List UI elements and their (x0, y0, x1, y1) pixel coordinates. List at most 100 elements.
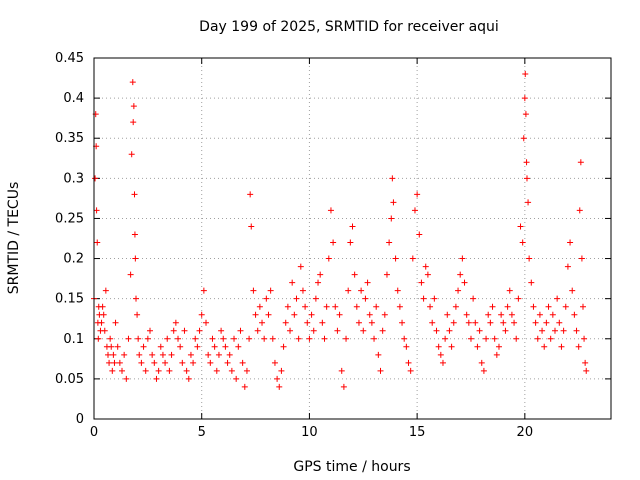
data-point (312, 295, 319, 302)
data-point (581, 335, 588, 342)
data-point (485, 311, 492, 318)
data-point (321, 335, 328, 342)
y-tick-label: 0.15 (55, 292, 84, 307)
data-point (564, 263, 571, 270)
data-point (138, 359, 145, 366)
data-point (500, 319, 507, 326)
data-points (91, 71, 590, 390)
data-point (133, 295, 140, 302)
data-point (116, 359, 123, 366)
data-point (549, 311, 556, 318)
data-point (579, 303, 586, 310)
data-point (205, 351, 212, 358)
data-point (390, 199, 397, 206)
data-point (439, 359, 446, 366)
data-point (246, 335, 253, 342)
y-tick-label: 0.2 (63, 252, 84, 267)
data-point (220, 335, 227, 342)
data-point (100, 311, 107, 318)
data-point (142, 367, 149, 374)
x-tick-label: 20 (517, 425, 534, 440)
data-point (556, 319, 563, 326)
data-point (289, 279, 296, 286)
data-point (508, 311, 515, 318)
data-point (583, 367, 590, 374)
data-point (177, 343, 184, 350)
data-point (358, 287, 365, 294)
data-point (226, 351, 233, 358)
data-point (409, 255, 416, 262)
data-point (207, 359, 214, 366)
data-point (235, 343, 242, 350)
data-point (125, 335, 132, 342)
data-point (427, 303, 434, 310)
data-point (353, 303, 360, 310)
data-point (237, 327, 244, 334)
data-point (381, 311, 388, 318)
data-point (247, 191, 254, 198)
data-point (513, 335, 520, 342)
data-point (130, 119, 137, 126)
data-point (433, 327, 440, 334)
data-point (106, 359, 113, 366)
data-point (95, 335, 102, 342)
data-point (560, 327, 567, 334)
data-point (347, 239, 354, 246)
data-point (128, 151, 135, 158)
data-point (213, 367, 220, 374)
data-point (405, 359, 412, 366)
x-tick-label: 10 (301, 425, 318, 440)
data-point (121, 351, 128, 358)
y-tick-label: 0.25 (55, 211, 84, 226)
data-point (515, 295, 522, 302)
data-point (127, 271, 134, 278)
data-point (476, 327, 483, 334)
data-point (407, 367, 414, 374)
data-point (241, 383, 248, 390)
data-point (459, 255, 466, 262)
data-point (442, 335, 449, 342)
data-point (293, 295, 300, 302)
data-point (254, 327, 261, 334)
data-point (506, 287, 513, 294)
data-point (349, 223, 356, 230)
data-point (196, 327, 203, 334)
data-point (360, 327, 367, 334)
data-point (166, 367, 173, 374)
data-point (530, 303, 537, 310)
plot-frame (93, 57, 612, 420)
data-point (448, 343, 455, 350)
data-point (483, 335, 490, 342)
data-point (470, 295, 477, 302)
data-point (136, 351, 143, 358)
y-tick-label: 0.05 (55, 372, 84, 387)
data-point (306, 335, 313, 342)
y-tick-label: 0.35 (55, 131, 84, 146)
x-tick-label: 15 (409, 425, 426, 440)
data-point (153, 375, 160, 382)
data-point (545, 303, 552, 310)
data-point (140, 343, 147, 350)
data-point (215, 351, 222, 358)
x-axis-ticks: 0 5 10 15 20 (90, 58, 533, 440)
data-point (280, 343, 287, 350)
data-point (119, 367, 126, 374)
data-point (224, 359, 231, 366)
data-point (250, 287, 257, 294)
data-point (93, 207, 100, 214)
data-point (463, 311, 470, 318)
data-point (340, 383, 347, 390)
data-point (151, 359, 158, 366)
data-point (437, 351, 444, 358)
data-point (164, 335, 171, 342)
data-point (102, 287, 109, 294)
data-point (547, 335, 554, 342)
data-point (132, 255, 139, 262)
data-point (179, 359, 186, 366)
data-point (435, 343, 442, 350)
data-point (487, 319, 494, 326)
data-point (403, 343, 410, 350)
data-point (511, 319, 518, 326)
data-point (107, 335, 114, 342)
